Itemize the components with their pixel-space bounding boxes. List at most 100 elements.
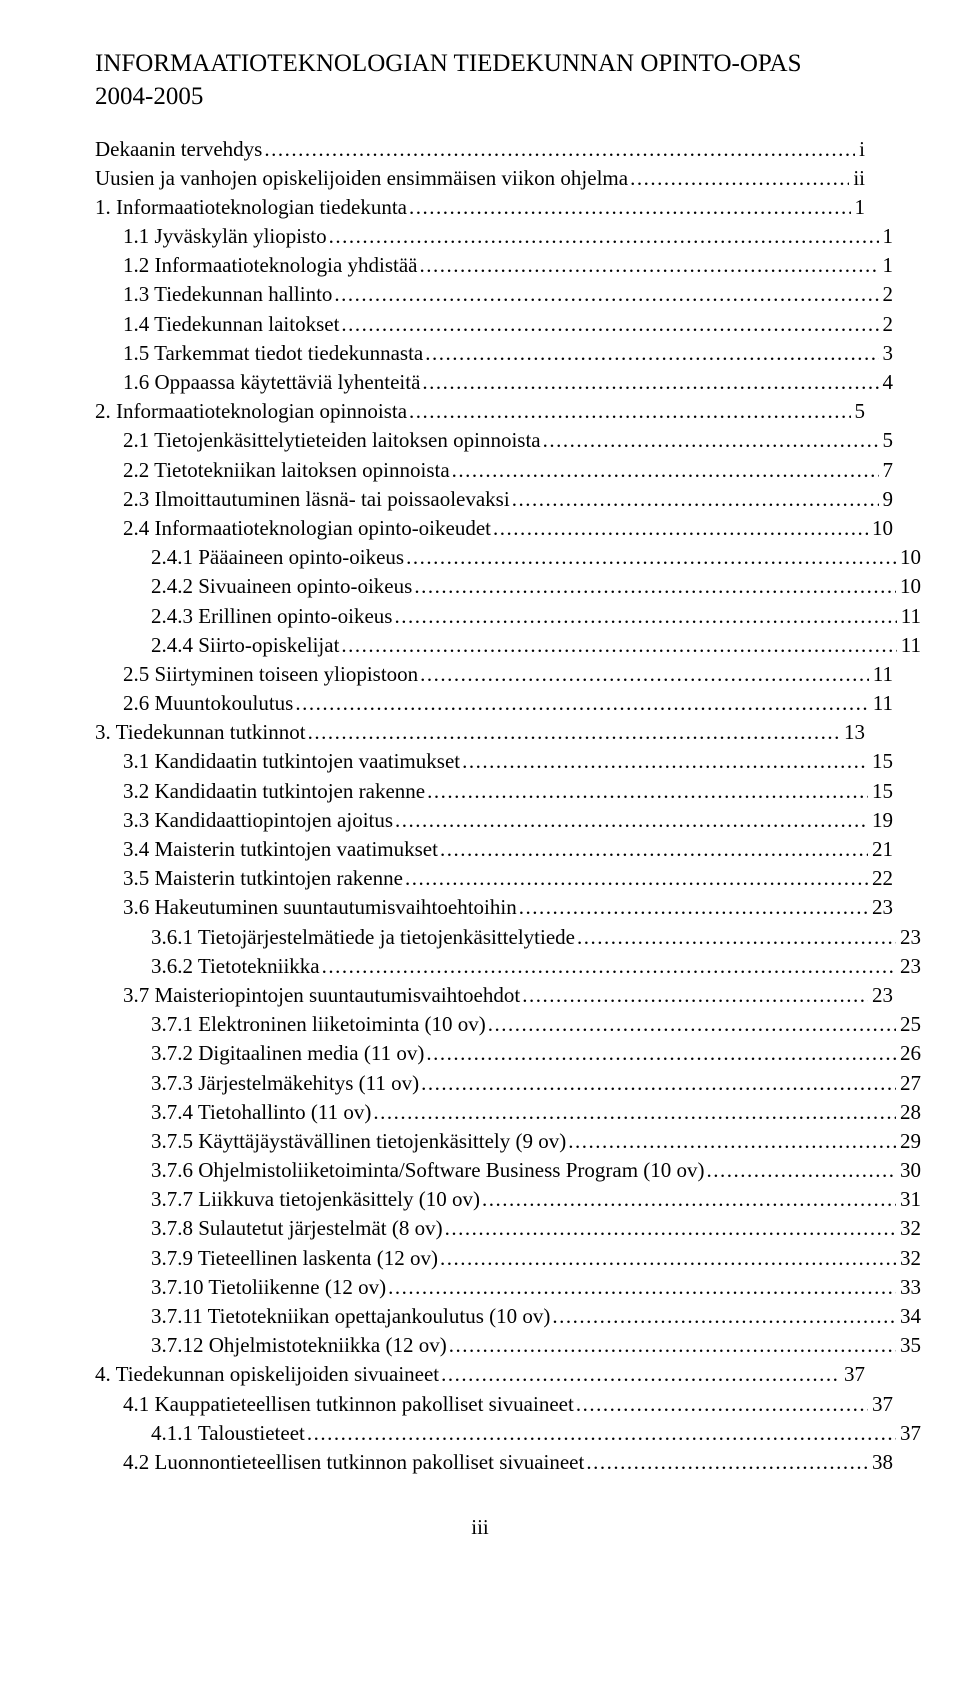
toc-leader-dots [404, 543, 896, 572]
toc-entry-label: 3.7.5 Käyttäjäystävällinen tietojenkäsit… [151, 1127, 566, 1156]
toc-row: 3.6.1 Tietojärjestelmätiede ja tietojenk… [95, 923, 921, 952]
toc-entry-label: 4.1.1 Taloustieteet [151, 1419, 305, 1448]
toc-row: 1.3 Tiedekunnan hallinto2 [95, 280, 893, 309]
toc-leader-dots [339, 631, 896, 660]
toc-entry-page: 28 [896, 1098, 921, 1127]
toc-entry-page: 2 [879, 310, 894, 339]
toc-row: 4.1.1 Taloustieteet 37 [95, 1419, 921, 1448]
toc-entry-label: 2.5 Siirtyminen toiseen yliopistoon [123, 660, 418, 689]
toc-leader-dots [339, 310, 878, 339]
toc-row: 3.7.2 Digitaalinen media (11 ov) 26 [95, 1039, 921, 1068]
toc-row: 2.5 Siirtyminen toiseen yliopistoon 11 [95, 660, 893, 689]
toc-leader-dots [575, 923, 896, 952]
toc-entry-label: 4.2 Luonnontieteellisen tutkinnon pakoll… [123, 1448, 584, 1477]
toc-row: 1.1 Jyväskylän yliopisto1 [95, 222, 893, 251]
toc-leader-dots [705, 1156, 896, 1185]
toc-entry-page: 7 [879, 456, 894, 485]
toc-leader-dots [447, 1331, 896, 1360]
toc-entry-page: 1 [879, 251, 894, 280]
toc-leader-dots [403, 864, 868, 893]
toc-row: 3.5 Maisterin tutkintojen rakenne22 [95, 864, 893, 893]
toc-entry-page: 5 [879, 426, 894, 455]
toc-leader-dots [439, 1360, 840, 1389]
toc-row: 2.4 Informaatioteknologian opinto-oikeud… [95, 514, 893, 543]
toc-row: 2.6 Muuntokoulutus11 [95, 689, 893, 718]
toc-entry-label: 3.7.3 Järjestelmäkehitys (11 ov) [151, 1069, 419, 1098]
toc-entry-label: 3.7.9 Tieteellinen laskenta (12 ov) [151, 1244, 438, 1273]
toc-row: 1.5 Tarkemmat tiedot tiedekunnasta3 [95, 339, 893, 368]
toc-entry-page: 23 [896, 952, 921, 981]
toc-entry-page: 15 [868, 777, 893, 806]
toc-leader-dots [628, 164, 849, 193]
toc-entry-page: 33 [896, 1273, 921, 1302]
toc-leader-dots [392, 602, 896, 631]
toc-row: 3.4 Maisterin tutkintojen vaatimukset 21 [95, 835, 893, 864]
toc-row: 3.7.1 Elektroninen liiketoiminta (10 ov)… [95, 1010, 921, 1039]
toc-entry-page: 32 [896, 1214, 921, 1243]
toc-entry-page: 29 [896, 1127, 921, 1156]
toc-entry-page: 26 [896, 1039, 921, 1068]
toc-row: 2.4.1 Pääaineen opinto-oikeus10 [95, 543, 921, 572]
toc-row: 2. Informaatioteknologian opinnoista5 [95, 397, 865, 426]
toc-entry-page: 37 [896, 1419, 921, 1448]
toc-row: 2.4.4 Siirto-opiskelijat11 [95, 631, 921, 660]
toc-leader-dots [450, 456, 879, 485]
toc-entry-page: 4 [879, 368, 894, 397]
toc-row: 3.7.12 Ohjelmistotekniikka (12 ov) 35 [95, 1331, 921, 1360]
toc-entry-page: 23 [896, 923, 921, 952]
toc-entry-label: 2.4 Informaatioteknologian opinto-oikeud… [123, 514, 491, 543]
toc-leader-dots [541, 426, 879, 455]
toc-row: 3.1 Kandidaatin tutkintojen vaatimukset1… [95, 747, 893, 776]
page-number: iii [95, 1515, 865, 1540]
toc-entry-label: 3.3 Kandidaattiopintojen ajoitus [123, 806, 393, 835]
toc-leader-dots [438, 1244, 896, 1273]
toc-entry-page: 15 [868, 747, 893, 776]
toc-leader-dots [491, 514, 868, 543]
toc-entry-page: 38 [868, 1448, 893, 1477]
toc-entry-label: 3.7.2 Digitaalinen media (11 ov) [151, 1039, 424, 1068]
toc-entry-label: 3.6 Hakeutuminen suuntautumisvaihtoehtoi… [123, 893, 517, 922]
toc-row: Uusien ja vanhojen opiskelijoiden ensimm… [95, 164, 865, 193]
toc-row: 3.7.11 Tietotekniikan opettajankoulutus … [95, 1302, 921, 1331]
toc-leader-dots [486, 1010, 896, 1039]
toc-leader-dots [510, 485, 879, 514]
toc-entry-page: 3 [879, 339, 894, 368]
toc-row: 1.6 Oppaassa käytettäviä lyhenteitä4 [95, 368, 893, 397]
toc-entry-label: 3.7.1 Elektroninen liiketoiminta (10 ov) [151, 1010, 486, 1039]
toc-leader-dots [412, 572, 896, 601]
toc-entry-label: 3.7.11 Tietotekniikan opettajankoulutus … [151, 1302, 550, 1331]
toc-row: 3.7.7 Liikkuva tietojenkäsittely (10 ov)… [95, 1185, 921, 1214]
toc-row: 4.1 Kauppatieteellisen tutkinnon pakolli… [95, 1390, 893, 1419]
toc-entry-label: 1.3 Tiedekunnan hallinto [123, 280, 332, 309]
toc-row: 2.2 Tietotekniikan laitoksen opinnoista 7 [95, 456, 893, 485]
toc-entry-label: 2.2 Tietotekniikan laitoksen opinnoista [123, 456, 450, 485]
toc-entry-page: 37 [840, 1360, 865, 1389]
toc-entry-page: 1 [851, 193, 866, 222]
toc-leader-dots [438, 835, 868, 864]
toc-entry-label: 2.3 Ilmoittautuminen läsnä- tai poissaol… [123, 485, 510, 514]
toc-entry-page: 21 [868, 835, 893, 864]
toc-entry-page: 13 [840, 718, 865, 747]
toc-entry-label: 3.4 Maisterin tutkintojen vaatimukset [123, 835, 438, 864]
toc-leader-dots [393, 806, 868, 835]
toc-entry-label: 3.7.8 Sulautetut järjestelmät (8 ov) [151, 1214, 443, 1243]
toc-row: 4.2 Luonnontieteellisen tutkinnon pakoll… [95, 1448, 893, 1477]
toc-leader-dots [574, 1390, 868, 1419]
toc-entry-page: ii [849, 164, 865, 193]
toc-entry-label: 3.6.1 Tietojärjestelmätiede ja tietojenk… [151, 923, 575, 952]
toc-entry-page: 35 [896, 1331, 921, 1360]
toc-row: 1. Informaatioteknologian tiedekunta1 [95, 193, 865, 222]
toc-entry-page: 30 [896, 1156, 921, 1185]
toc-entry-label: 1.2 Informaatioteknologia yhdistää [123, 251, 418, 280]
toc-entry-label: 3.7.12 Ohjelmistotekniikka (12 ov) [151, 1331, 447, 1360]
toc-entry-label: 2. Informaatioteknologian opinnoista [95, 397, 407, 426]
toc-leader-dots [520, 981, 868, 1010]
toc-row: 2.1 Tietojenkäsittelytieteiden laitoksen… [95, 426, 893, 455]
toc-row: 3.7.10 Tietoliikenne (12 ov)33 [95, 1273, 921, 1302]
toc-leader-dots [418, 660, 869, 689]
toc-leader-dots [460, 747, 868, 776]
document-year: 2004-2005 [95, 81, 865, 112]
toc-row: 3.7.3 Järjestelmäkehitys (11 ov)27 [95, 1069, 921, 1098]
toc-entry-page: 11 [869, 660, 893, 689]
toc-leader-dots [423, 339, 878, 368]
